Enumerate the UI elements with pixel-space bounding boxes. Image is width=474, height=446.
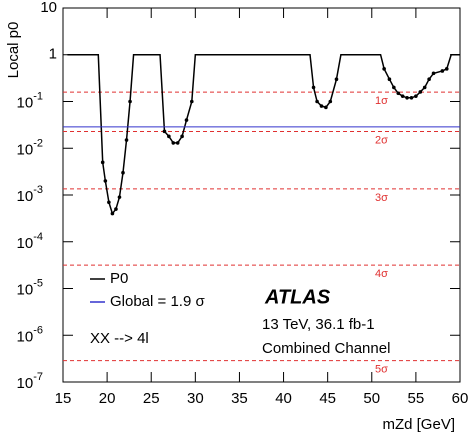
p0-marker [440,69,445,73]
p0-marker [184,118,189,122]
channel-label: Combined Channel [262,340,390,357]
atlas-label: ATLAS [264,286,331,308]
p0-marker [427,77,431,81]
p0-marker [124,138,129,142]
x-tick-label: 55 [408,390,425,407]
y-tick-label: 10-6 [17,324,43,345]
energy-label: 13 TeV, 36.1 fb-1 [262,316,375,333]
p0-marker [405,95,409,100]
p0-marker [128,99,132,104]
p0-marker [409,95,414,100]
p0-marker [167,134,171,139]
p0-marker [414,94,418,98]
p0-marker [175,141,180,145]
p0-marker [171,141,176,145]
x-tick-label: 15 [55,390,72,407]
x-tick-label: 40 [275,390,292,407]
x-tick-label: 30 [187,390,204,407]
p0-marker [396,91,401,96]
p0-marker [315,99,319,104]
sigma-label: 3σ [375,192,388,204]
y-tick-label: 10-5 [17,277,43,298]
x-tick-label: 50 [363,390,380,407]
y-tick-label: 10-4 [17,231,43,252]
p0-marker [334,77,339,81]
x-axis-label: mZd [GeV] [382,416,455,433]
p0-marker [107,200,111,205]
p0-marker [422,85,427,90]
p0-marker [162,129,167,134]
p0-marker [190,99,194,104]
sigma-label: 2σ [375,134,388,146]
process-label: XX --> 4l [90,330,149,347]
sigma-label: 4σ [375,268,388,280]
x-tick-label: 35 [231,390,248,407]
p0-marker [110,211,115,216]
p0-marker [392,85,396,90]
y-tick-label: 10-7 [17,371,43,392]
legend-label: P0 [110,270,128,287]
p0-line [67,54,460,216]
y-tick-label: 10-2 [17,137,43,158]
p0-marker [387,77,392,81]
p0-marker [431,71,436,76]
legend-label: Global = 1.9 σ [110,293,205,310]
x-tick-label: 20 [99,390,116,407]
p0-marker [444,67,449,71]
x-tick-label: 60 [452,390,469,407]
y-axis-label: Local p0 [5,22,22,79]
p0-marker [400,94,405,98]
p0-marker [103,179,108,183]
x-tick-label: 25 [143,390,160,407]
sigma-label: 5σ [375,364,388,376]
p0-marker [114,207,118,211]
p0-marker [319,104,324,108]
p0-marker [382,67,386,71]
y-tick-label: 10-1 [17,90,43,111]
p0-marker [121,170,125,175]
p0-marker [324,105,328,110]
p0-marker [418,90,423,94]
p0-marker [117,195,122,199]
sigma-label: 1σ [375,95,388,107]
y-tick-label: 10 [40,0,57,16]
x-tick-label: 45 [319,390,336,407]
y-tick-label: 1 [49,46,57,63]
p0-marker [328,99,333,104]
y-tick-label: 10-3 [17,184,43,205]
p0-marker [180,134,184,139]
p0-marker [100,160,105,165]
p0-marker [311,85,316,90]
